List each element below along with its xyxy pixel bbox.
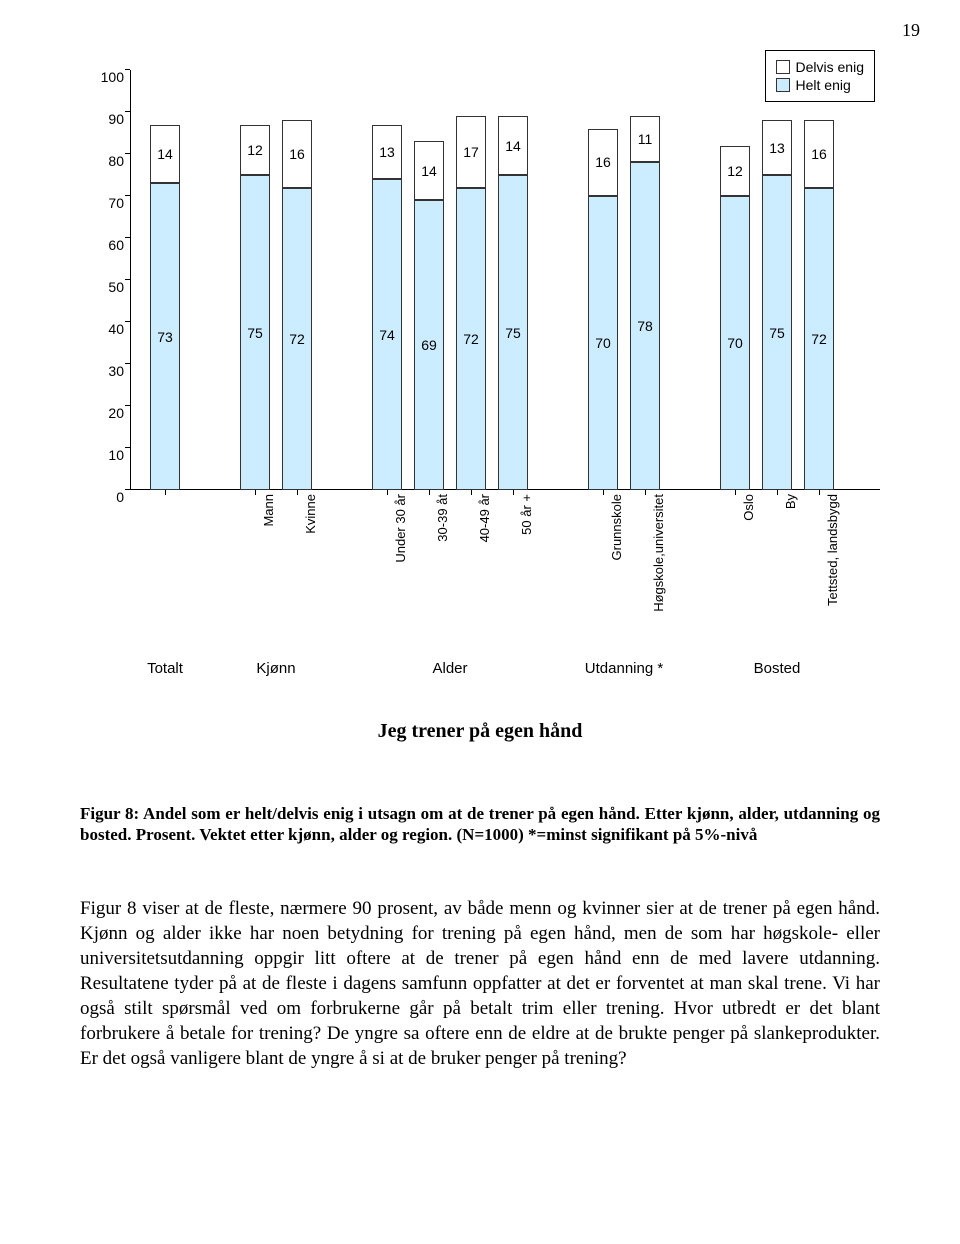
bar-value-helt: 75 — [498, 325, 528, 341]
x-tick-label: 50 år + — [519, 490, 534, 654]
x-tick-label: By — [783, 490, 798, 654]
page-number: 19 — [902, 20, 920, 41]
bar-value-helt: 70 — [588, 335, 618, 351]
x-tick-mark — [645, 490, 646, 495]
bar: 7012Oslo — [720, 70, 750, 490]
y-tick-label: 80 — [84, 153, 124, 169]
x-group-headers: Totalt Kjønn Alder Utdanning * Bosted — [80, 660, 880, 684]
figure-caption: Figur 8: Andel som er helt/delvis enig i… — [80, 803, 880, 846]
bar-value-delvis: 16 — [804, 146, 834, 162]
chart: Delvis enigHelt enig 0102030405060708090… — [80, 70, 880, 570]
bar: 7413Under 30 år — [372, 70, 402, 490]
x-tick-label: Oslo — [741, 490, 756, 654]
x-group-label: Alder — [432, 660, 467, 677]
x-tick-label: Tettsted, landsbygd — [825, 490, 840, 654]
x-tick-mark — [387, 490, 388, 495]
y-tick-label: 90 — [84, 111, 124, 127]
bar-value-helt: 75 — [240, 325, 270, 341]
y-tick-label: 100 — [84, 69, 124, 85]
x-tick-mark — [513, 490, 514, 495]
body-paragraph: Figur 8 viser at de fleste, nærmere 90 p… — [80, 896, 880, 1072]
page: 19 Delvis enigHelt enig 0102030405060708… — [0, 0, 960, 1111]
bar-value-helt: 78 — [630, 318, 660, 334]
x-tick-mark — [297, 490, 298, 495]
bar-value-delvis: 16 — [588, 154, 618, 170]
bar-value-delvis: 14 — [150, 146, 180, 162]
x-tick-label: Under 30 år — [393, 490, 408, 654]
bar-value-delvis: 13 — [762, 140, 792, 156]
bar: 691430-39 åt — [414, 70, 444, 490]
x-tick-label: 40-49 år — [477, 490, 492, 654]
x-group-label: Totalt — [147, 660, 183, 677]
x-tick-label: Grunnskole — [609, 490, 624, 654]
y-axis: 0102030405060708090100 — [80, 70, 130, 490]
x-tick-mark — [735, 490, 736, 495]
x-tick-mark — [603, 490, 604, 495]
y-tick-label: 30 — [84, 363, 124, 379]
y-tick-label: 60 — [84, 237, 124, 253]
x-tick-label: 30-39 åt — [435, 490, 450, 654]
bar-value-delvis: 14 — [498, 138, 528, 154]
bar-value-helt: 72 — [804, 331, 834, 347]
bar: 7216Tettsted, landsbygd — [804, 70, 834, 490]
x-tick-mark — [777, 490, 778, 495]
y-tick-label: 0 — [84, 489, 124, 505]
plot-area: 73147512Mann7216Kvinne7413Under 30 år691… — [130, 70, 880, 490]
bar: 7016Grunnskole — [588, 70, 618, 490]
x-tick-mark — [165, 490, 166, 495]
bar-value-delvis: 14 — [414, 163, 444, 179]
bar-value-helt: 70 — [720, 335, 750, 351]
x-group-label: Kjønn — [256, 660, 295, 677]
y-tick-label: 50 — [84, 279, 124, 295]
x-tick-mark — [471, 490, 472, 495]
bar-value-delvis: 17 — [456, 144, 486, 160]
y-tick-label: 70 — [84, 195, 124, 211]
bar: 751450 år + — [498, 70, 528, 490]
bar-value-delvis: 12 — [240, 142, 270, 158]
bar-value-delvis: 16 — [282, 146, 312, 162]
x-group-label: Utdanning * — [585, 660, 663, 677]
bar-value-helt: 72 — [282, 331, 312, 347]
x-tick-mark — [819, 490, 820, 495]
chart-title: Jeg trener på egen hånd — [80, 720, 880, 743]
bar-value-helt: 73 — [150, 329, 180, 345]
bar-value-delvis: 11 — [630, 131, 660, 147]
x-tick-label: Høgskole,universitet — [651, 490, 666, 654]
bar: 7811Høgskole,universitet — [630, 70, 660, 490]
x-tick-mark — [429, 490, 430, 495]
bar: 7512Mann — [240, 70, 270, 490]
bar: 721740-49 år — [456, 70, 486, 490]
bar: 7216Kvinne — [282, 70, 312, 490]
bar-value-delvis: 12 — [720, 163, 750, 179]
bar-value-helt: 74 — [372, 327, 402, 343]
bar: 73 14 — [150, 70, 180, 490]
x-tick-mark — [255, 490, 256, 495]
y-tick-label: 20 — [84, 405, 124, 421]
bar-value-helt: 69 — [414, 337, 444, 353]
bar-value-delvis: 13 — [372, 144, 402, 160]
y-tick-label: 40 — [84, 321, 124, 337]
x-tick-label: Mann — [261, 490, 276, 654]
bar-value-helt: 75 — [762, 325, 792, 341]
x-tick-label: Kvinne — [303, 490, 318, 654]
bar-value-helt: 72 — [456, 331, 486, 347]
y-tick-label: 10 — [84, 447, 124, 463]
bar: 7513By — [762, 70, 792, 490]
x-group-label: Bosted — [754, 660, 801, 677]
